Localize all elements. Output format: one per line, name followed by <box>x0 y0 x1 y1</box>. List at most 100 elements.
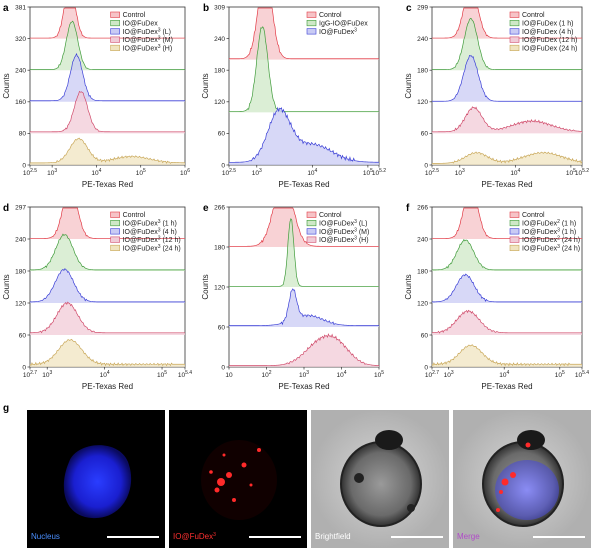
x-tick-base: 10 <box>307 170 315 177</box>
legend-text: IO@FuDex <box>522 245 558 252</box>
x-tick-base: 10 <box>566 170 574 177</box>
histogram-fill-blue <box>432 274 582 303</box>
x-tick-base: 10 <box>222 170 230 177</box>
y-tick-label: 299 <box>417 4 428 11</box>
x-tick-label: 102.5 <box>222 168 236 177</box>
y-axis-label: Counts <box>201 274 210 299</box>
x-axis-label: PE-Texas Red <box>278 180 329 189</box>
x-tick-label: 102 <box>261 370 271 379</box>
legend-text: Control <box>522 12 545 19</box>
x-tick-exponent: 3 <box>462 168 465 174</box>
legend-text: IO@FuDex <box>123 229 159 236</box>
y-tick-label: 0 <box>221 364 225 371</box>
histogram-line-green <box>29 233 185 271</box>
legend-text: IO@FuDex <box>123 45 159 52</box>
legend-suffix: (1 h) <box>161 221 177 228</box>
dark-vesicle <box>375 430 403 450</box>
histogram-fill-green <box>30 234 185 271</box>
merge-image: Merge <box>453 410 591 548</box>
x-tick-label: 105.2 <box>575 168 589 177</box>
legend-entry: IO@FuDex3 (L) <box>123 27 171 36</box>
x-tick-label: 105.4 <box>575 370 589 379</box>
legend-swatch-red <box>110 211 120 218</box>
legend-text: IO@FuDex <box>319 229 355 236</box>
red-particle <box>257 448 261 452</box>
red-particle <box>209 470 213 474</box>
legend-swatch-blue <box>509 228 520 235</box>
histogram-line-green <box>432 17 582 71</box>
x-tick-base: 10 <box>91 170 99 177</box>
x-tick-label: 103 <box>42 370 52 379</box>
legend-entry: IO@FuDex3 (H) <box>319 236 369 245</box>
image-caption: Merge <box>457 532 480 541</box>
histogram-fill-pink <box>432 106 582 134</box>
x-tick-label: 105 <box>555 370 565 379</box>
y-tick-label: 120 <box>214 99 225 106</box>
histogram-line-red <box>30 207 185 239</box>
legend-text: IO@FuDex (12 h) <box>522 37 577 44</box>
x-tick-exponent: 4 <box>518 168 521 174</box>
x-tick-label: 103 <box>299 370 309 379</box>
x-tick-base: 10 <box>425 372 433 379</box>
image-caption: Nucleus <box>31 532 60 541</box>
x-tick-label: 103 <box>444 370 454 379</box>
x-tick-exponent: 5.4 <box>582 370 589 376</box>
histogram-line-red <box>432 7 582 39</box>
red-particle <box>499 490 503 494</box>
legend-swatch-red <box>306 11 317 18</box>
legend-superscript: 3 <box>158 244 161 250</box>
caption-text: Brightfield <box>315 532 351 541</box>
legend-superscript: 3 <box>158 236 161 242</box>
y-axis-label: Counts <box>404 274 413 299</box>
x-tick-exponent: 2.7 <box>432 370 439 376</box>
cell-glow <box>201 440 277 520</box>
legend-swatch-blue <box>306 228 317 235</box>
legend-text: IO@FuDex (4 h) <box>522 29 573 36</box>
y-axis-label: Counts <box>2 73 11 98</box>
x-tick-base: 10 <box>178 372 186 379</box>
y-tick-label: 0 <box>22 162 26 169</box>
x-tick-base: 10 <box>100 372 108 379</box>
x-axis-label: PE-Texas Red <box>481 180 532 189</box>
legend-entry: Control <box>123 212 146 219</box>
x-tick-label: 104 <box>100 370 110 379</box>
histogram-fill-pink <box>229 334 379 367</box>
x-tick-label: 102.7 <box>23 370 37 379</box>
histogram-line-tan <box>432 151 583 164</box>
y-tick-label: 297 <box>15 204 26 211</box>
legend-swatch-pink <box>509 36 520 43</box>
panel-label: f <box>406 203 410 214</box>
x-tick-label: 105 <box>136 168 146 177</box>
panel-label: e <box>203 203 209 214</box>
x-tick-exponent: 3 <box>54 168 57 174</box>
legend-entry: IO@FuDex (12 h) <box>522 37 577 44</box>
panel-label: d <box>3 203 9 214</box>
x-tick-exponent: 5.2 <box>582 168 589 174</box>
x-tick-exponent: 2 <box>269 370 272 376</box>
x-tick-label: 103 <box>252 168 262 177</box>
x-tick-label: 104 <box>510 168 520 177</box>
legend-superscript: 3 <box>557 227 560 233</box>
histogram-line-pink <box>30 90 185 133</box>
red-particle <box>496 508 500 512</box>
histogram-fill-red <box>229 8 379 60</box>
legend-superscript: 3 <box>354 27 357 33</box>
legend-text: IO@FuDex (24 h) <box>522 45 577 52</box>
y-axis-label: Counts <box>201 73 210 98</box>
x-tick-exponent: 3 <box>49 370 52 376</box>
legend-text: IO@FuDex <box>123 37 159 44</box>
legend-text: IgG-IO@FuDex <box>319 21 368 28</box>
caption-superscript: 3 <box>213 532 216 538</box>
cell-body <box>340 441 422 527</box>
dark-granule <box>354 473 364 483</box>
x-tick-base: 10 <box>510 170 518 177</box>
legend-entry: IgG-IO@FuDex <box>319 21 368 28</box>
histogram-line-blue <box>432 54 582 102</box>
y-tick-label: 60 <box>421 131 429 138</box>
legend-suffix: (H) <box>357 237 369 244</box>
legend-suffix: (24 h) <box>560 237 580 244</box>
